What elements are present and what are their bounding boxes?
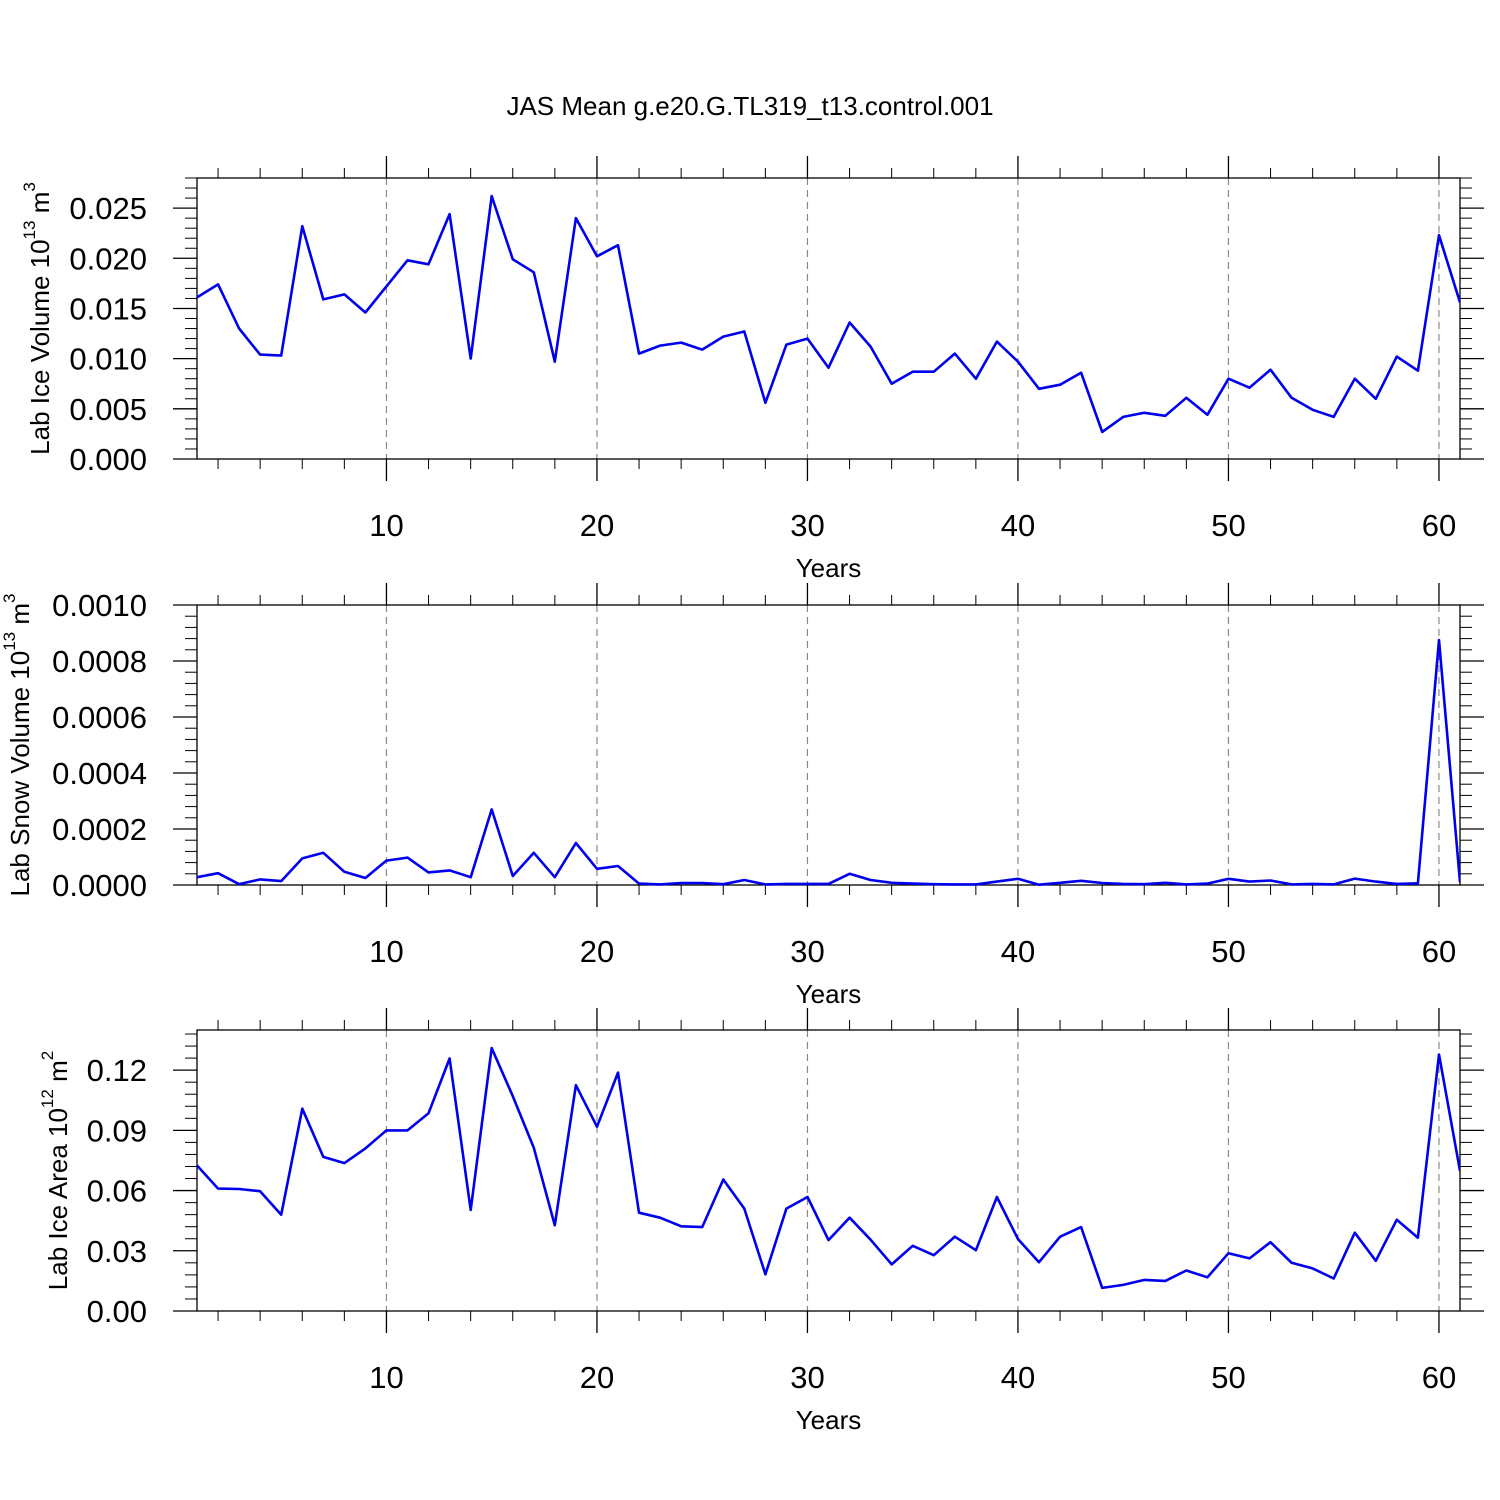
y-tick-label: 0.0004 — [52, 756, 147, 791]
x-tick-label: 10 — [369, 508, 403, 543]
panel-1: 10 20 30 40 50 60 0.000 0.005 0.010 0.015 0.020 0.0… — [20, 156, 1484, 583]
y-axis-title: Lab Ice Volume 1013 m3 — [20, 182, 54, 455]
x-tick-label: 50 — [1211, 508, 1245, 543]
y-tick-label: 0.0000 — [52, 868, 147, 903]
x-tick-label: 60 — [1422, 934, 1456, 969]
x-tick-label: 30 — [790, 934, 824, 969]
x-tick-label: 20 — [580, 508, 614, 543]
x-tick-label: 20 — [580, 1360, 614, 1395]
x-tick-label: 60 — [1422, 508, 1456, 543]
plot-frame — [196, 177, 1461, 460]
x-axis-title: Years — [796, 979, 862, 1009]
y-tick-label: 0.015 — [69, 291, 147, 326]
y-tick-label: 0.0008 — [52, 644, 147, 679]
x-axis-title: Years — [796, 553, 862, 583]
y-tick-label: 0.09 — [87, 1113, 147, 1148]
x-tick-label: 40 — [1001, 934, 1035, 969]
y-tick-label: 0.020 — [69, 241, 147, 276]
x-tick-label: 40 — [1001, 1360, 1035, 1395]
panel-2: 10 20 30 40 50 60 0.0000 0.0002 0.0004 0.0006 0.00… — [0, 583, 1484, 1009]
x-tick-label: 50 — [1211, 1360, 1245, 1395]
y-tick-label: 0.000 — [69, 442, 147, 477]
y-axis-title: Lab Snow Volume 1013 m3 — [0, 593, 34, 896]
x-tick-label: 60 — [1422, 1360, 1456, 1395]
series-line — [197, 1046, 1460, 1290]
y-tick-label: 0.12 — [87, 1053, 147, 1088]
panel-3: 10 20 30 40 50 60 0.00 0.03 0.06 0.09 0.12 Years Lab… — [38, 1008, 1484, 1435]
panels: 10 20 30 40 50 60 0.000 0.005 0.010 0.015 0.020 0.0… — [0, 156, 1484, 1435]
x-tick-label: 20 — [580, 934, 614, 969]
y-tick-label: 0.06 — [87, 1174, 147, 1209]
y-tick-label: 0.00 — [87, 1294, 147, 1329]
y-tick-label: 0.005 — [69, 392, 147, 427]
series-line — [197, 638, 1460, 887]
x-tick-label: 10 — [369, 934, 403, 969]
x-tick-label: 50 — [1211, 934, 1245, 969]
y-tick-label: 0.0006 — [52, 700, 147, 735]
y-tick-label: 0.0002 — [52, 812, 147, 847]
y-tick-label: 0.010 — [69, 342, 147, 377]
y-tick-label: 0.0010 — [52, 588, 147, 623]
series-line — [197, 194, 1460, 434]
chart-title: JAS Mean g.e20.G.TL319_t13.control.001 — [506, 91, 993, 121]
y-tick-label: 0.03 — [87, 1234, 147, 1269]
x-tick-label: 30 — [790, 508, 824, 543]
x-axis-title: Years — [796, 1405, 862, 1435]
y-tick-label: 0.025 — [69, 191, 147, 226]
y-axis-title: Lab Ice Area 1012 m2 — [38, 1051, 72, 1290]
x-tick-label: 30 — [790, 1360, 824, 1395]
x-tick-label: 40 — [1001, 508, 1035, 543]
x-tick-label: 10 — [369, 1360, 403, 1395]
